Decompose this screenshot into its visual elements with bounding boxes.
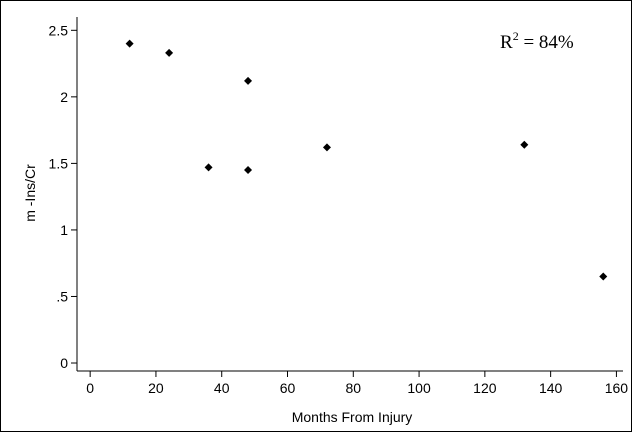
data-points xyxy=(125,39,608,281)
r-squared-annotation: R2 = 84% xyxy=(500,29,574,53)
x-tick-label: 80 xyxy=(346,380,362,396)
data-point xyxy=(520,140,529,149)
x-tick-label: 60 xyxy=(280,380,296,396)
data-point xyxy=(599,272,608,281)
y-tick-label: 2.5 xyxy=(49,22,69,38)
x-axis-ticks: 0 20 40 60 80 100 120 140 160 xyxy=(86,371,628,396)
y-tick-label: 0 xyxy=(60,355,68,371)
data-point xyxy=(204,163,213,172)
r-squared-value: = 84% xyxy=(519,32,574,53)
r-squared-superscript: 2 xyxy=(513,29,519,43)
x-tick-label: 120 xyxy=(473,380,497,396)
y-axis-title: m -Ins/Cr xyxy=(22,164,38,222)
x-tick-label: 40 xyxy=(214,380,230,396)
x-axis-title: Months From Injury xyxy=(292,409,413,425)
x-tick-label: 140 xyxy=(539,380,563,396)
y-tick-label: 1 xyxy=(60,222,68,238)
data-point xyxy=(165,48,174,57)
x-tick-label: 160 xyxy=(605,380,629,396)
x-tick-label: 100 xyxy=(407,380,431,396)
y-tick-label: .5 xyxy=(56,288,68,304)
data-point xyxy=(125,39,134,48)
y-axis-ticks: 0 .5 1 1.5 2 2.5 xyxy=(49,22,77,371)
data-point xyxy=(244,76,253,85)
x-tick-label: 0 xyxy=(86,380,94,396)
r-squared-base: R xyxy=(500,32,513,53)
y-tick-label: 2 xyxy=(60,89,68,105)
data-point xyxy=(322,143,331,152)
y-tick-label: 1.5 xyxy=(49,155,69,171)
x-tick-label: 20 xyxy=(148,380,164,396)
data-point xyxy=(244,166,253,175)
